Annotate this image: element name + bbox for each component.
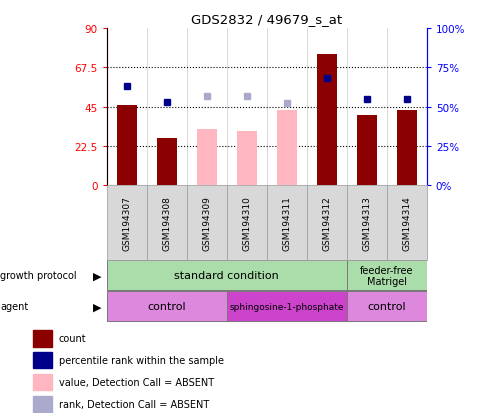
Text: sphingosine-1-phosphate: sphingosine-1-phosphate <box>229 302 343 311</box>
Text: GSM194310: GSM194310 <box>242 196 251 250</box>
Text: rank, Detection Call = ABSENT: rank, Detection Call = ABSENT <box>59 399 209 409</box>
Text: GSM194311: GSM194311 <box>282 196 291 250</box>
Bar <box>33 374 52 390</box>
Bar <box>33 330 52 347</box>
Text: GSM194314: GSM194314 <box>401 196 410 250</box>
Bar <box>117 106 136 186</box>
Bar <box>316 55 336 186</box>
Bar <box>226 292 346 321</box>
Bar <box>396 111 416 186</box>
Bar <box>197 130 216 186</box>
Text: control: control <box>147 301 186 312</box>
Bar <box>33 352 52 368</box>
Text: standard condition: standard condition <box>174 271 278 281</box>
Text: growth protocol: growth protocol <box>0 271 76 281</box>
Text: ▶: ▶ <box>93 301 102 312</box>
Bar <box>106 292 226 321</box>
Text: value, Detection Call = ABSENT: value, Detection Call = ABSENT <box>59 377 213 387</box>
Text: control: control <box>367 301 405 312</box>
Text: percentile rank within the sample: percentile rank within the sample <box>59 355 223 365</box>
Text: count: count <box>59 334 86 344</box>
Bar <box>156 139 176 186</box>
Text: GSM194312: GSM194312 <box>321 196 331 250</box>
Text: ▶: ▶ <box>93 271 102 281</box>
Bar <box>276 111 296 186</box>
Text: GSM194313: GSM194313 <box>362 196 371 250</box>
Title: GDS2832 / 49679_s_at: GDS2832 / 49679_s_at <box>191 13 342 26</box>
Bar <box>356 116 376 186</box>
Text: GSM194309: GSM194309 <box>202 196 211 250</box>
Bar <box>236 132 256 186</box>
Bar <box>346 292 426 321</box>
Text: GSM194308: GSM194308 <box>162 196 171 250</box>
Text: GSM194307: GSM194307 <box>122 196 131 250</box>
Text: agent: agent <box>0 301 28 312</box>
Bar <box>33 396 52 412</box>
Bar <box>106 261 346 291</box>
Bar <box>346 261 426 291</box>
Text: feeder-free
Matrigel: feeder-free Matrigel <box>359 265 413 287</box>
